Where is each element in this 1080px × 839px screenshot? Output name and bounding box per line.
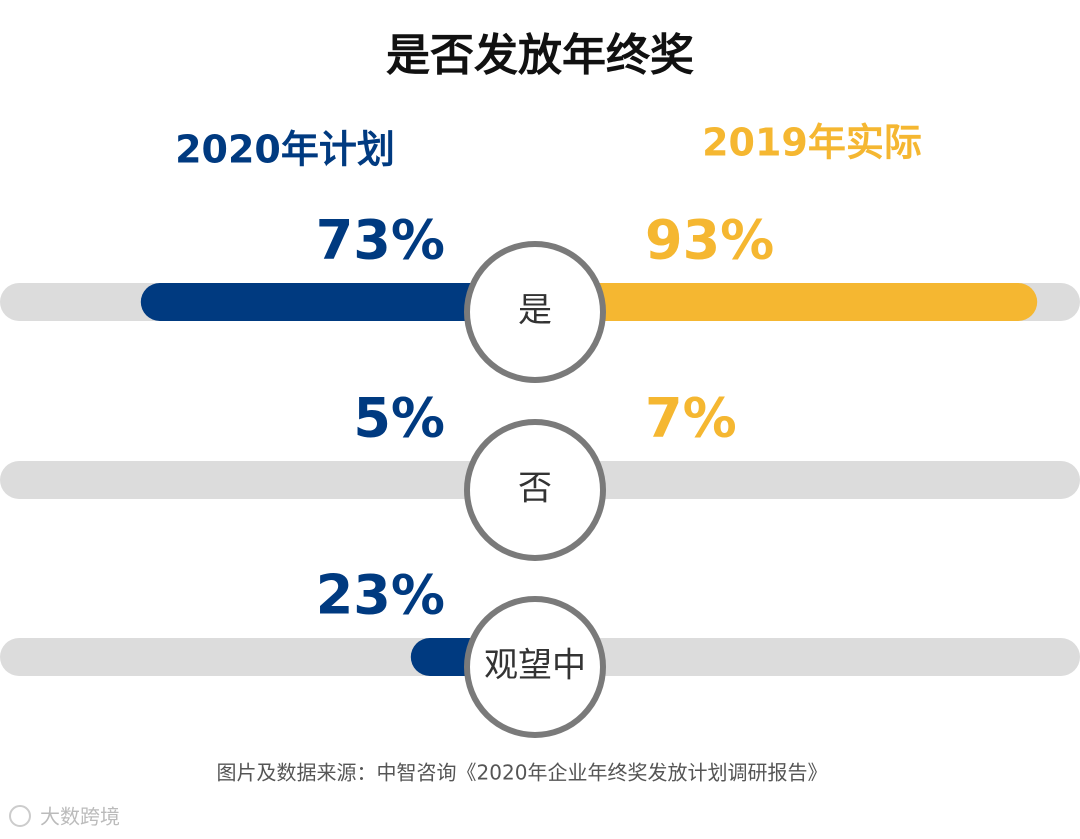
watermark-logo <box>9 805 31 827</box>
bar <box>140 283 555 321</box>
value-label: 93% <box>645 209 774 272</box>
legend-label: 2020年计划 <box>175 128 395 172</box>
legend-label: 2019年实际 <box>702 121 922 165</box>
value-label: 5% <box>353 387 445 450</box>
category-label: 观望中 <box>484 646 586 686</box>
bar <box>516 283 1038 321</box>
value-label: 23% <box>316 564 445 627</box>
chart-title: 是否发放年终奖 <box>386 30 694 81</box>
category-circle <box>464 596 606 738</box>
value-label: 73% <box>316 209 445 272</box>
category-circle <box>464 241 606 383</box>
category-label: 是 <box>518 291 552 331</box>
source: 图片及数据来源：中智咨询《2020年企业年终奖发放计划调研报告》 <box>217 761 828 785</box>
watermark: 大数跨境 <box>40 805 120 829</box>
category-circle <box>464 419 606 561</box>
category-label: 否 <box>518 469 552 509</box>
value-label: 7% <box>645 387 737 450</box>
